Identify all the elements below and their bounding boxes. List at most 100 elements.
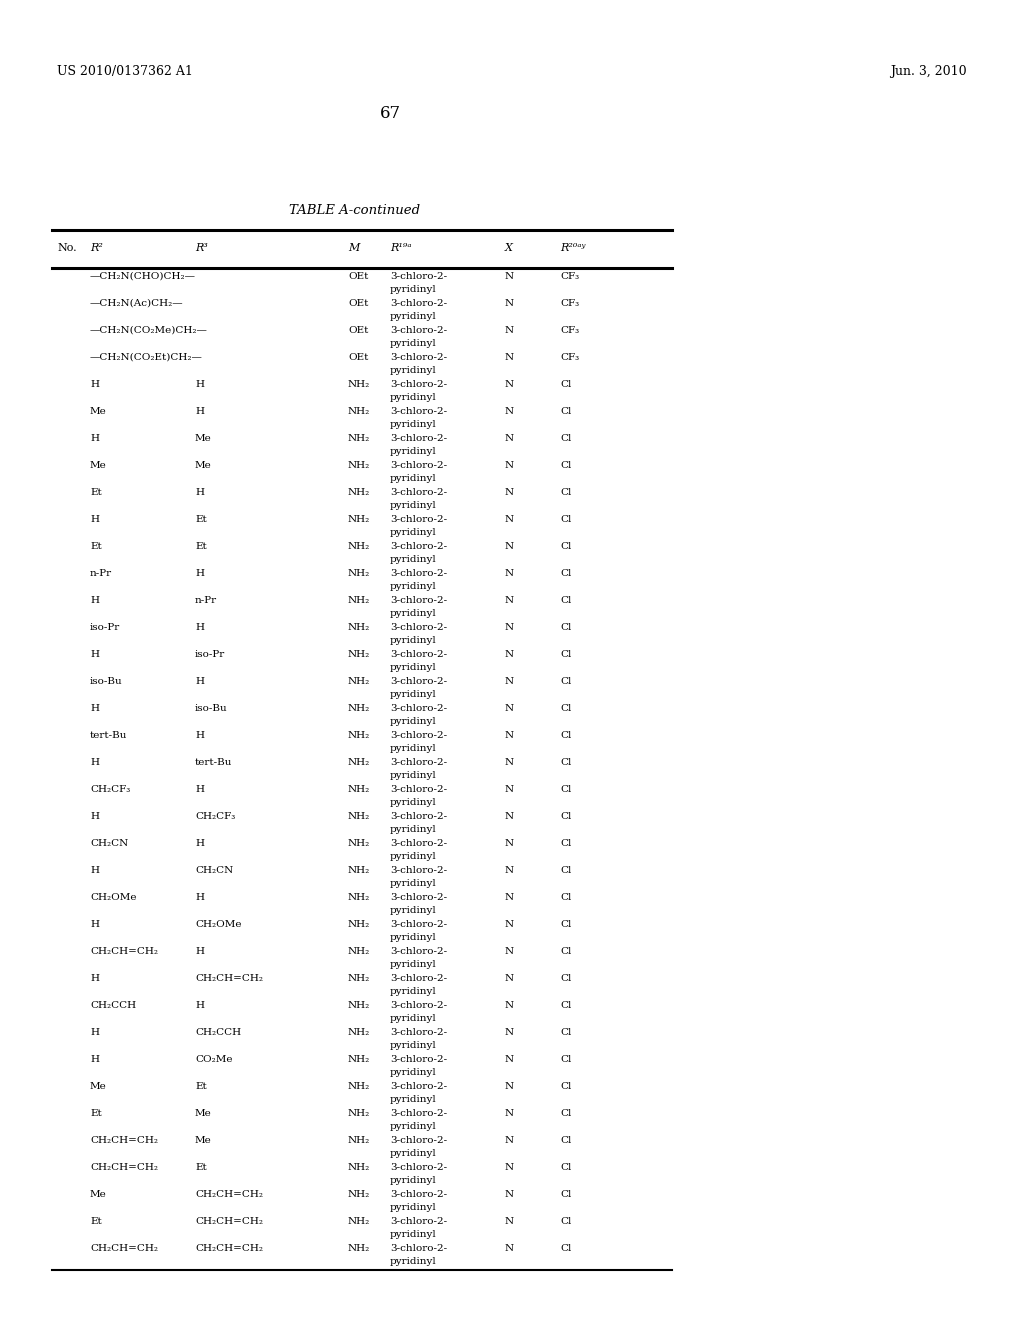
Text: OEt: OEt (348, 352, 369, 362)
Text: N: N (505, 1191, 514, 1199)
Text: H: H (90, 380, 99, 389)
Text: pyridinyl: pyridinyl (390, 1176, 437, 1185)
Text: N: N (505, 1055, 514, 1064)
Text: Me: Me (195, 434, 212, 444)
Text: H: H (90, 812, 99, 821)
Text: 3-chloro-2-: 3-chloro-2- (390, 326, 447, 335)
Text: N: N (505, 1137, 514, 1144)
Text: NH₂: NH₂ (348, 731, 371, 741)
Text: US 2010/0137362 A1: US 2010/0137362 A1 (57, 65, 193, 78)
Text: OEt: OEt (348, 272, 369, 281)
Text: N: N (505, 543, 514, 550)
Text: M: M (348, 243, 359, 253)
Text: Et: Et (90, 488, 101, 498)
Text: Cl: Cl (560, 920, 571, 929)
Text: CF₃: CF₃ (560, 272, 580, 281)
Text: 3-chloro-2-: 3-chloro-2- (390, 407, 447, 416)
Text: N: N (505, 380, 514, 389)
Text: pyridinyl: pyridinyl (390, 1148, 437, 1158)
Text: NH₂: NH₂ (348, 407, 371, 416)
Text: NH₂: NH₂ (348, 704, 371, 713)
Text: 3-chloro-2-: 3-chloro-2- (390, 488, 447, 498)
Text: pyridinyl: pyridinyl (390, 528, 437, 537)
Text: CH₂CH=CH₂: CH₂CH=CH₂ (195, 1243, 263, 1253)
Text: pyridinyl: pyridinyl (390, 366, 437, 375)
Text: H: H (195, 785, 204, 795)
Text: CH₂CH=CH₂: CH₂CH=CH₂ (195, 1217, 263, 1226)
Text: Cl: Cl (560, 1217, 571, 1226)
Text: H: H (90, 920, 99, 929)
Text: CH₂CCH: CH₂CCH (90, 1001, 136, 1010)
Text: pyridinyl: pyridinyl (390, 393, 437, 403)
Text: —CH₂N(CO₂Et)CH₂—: —CH₂N(CO₂Et)CH₂— (90, 352, 203, 362)
Text: Cl: Cl (560, 731, 571, 741)
Text: OEt: OEt (348, 300, 369, 308)
Text: NH₂: NH₂ (348, 1217, 371, 1226)
Text: CH₂CN: CH₂CN (195, 866, 233, 875)
Text: N: N (505, 677, 514, 686)
Text: pyridinyl: pyridinyl (390, 1041, 437, 1049)
Text: N: N (505, 1082, 514, 1092)
Text: H: H (90, 1055, 99, 1064)
Text: NH₂: NH₂ (348, 461, 371, 470)
Text: N: N (505, 407, 514, 416)
Text: X: X (505, 243, 513, 253)
Text: N: N (505, 866, 514, 875)
Text: Cl: Cl (560, 515, 571, 524)
Text: pyridinyl: pyridinyl (390, 906, 437, 915)
Text: NH₂: NH₂ (348, 569, 371, 578)
Text: Me: Me (195, 461, 212, 470)
Text: H: H (195, 1001, 204, 1010)
Text: CH₂OMe: CH₂OMe (195, 920, 242, 929)
Text: 67: 67 (380, 106, 400, 121)
Text: CO₂Me: CO₂Me (195, 1055, 232, 1064)
Text: Et: Et (90, 543, 101, 550)
Text: pyridinyl: pyridinyl (390, 744, 437, 752)
Text: tert-Bu: tert-Bu (90, 731, 127, 741)
Text: Jun. 3, 2010: Jun. 3, 2010 (891, 65, 967, 78)
Text: 3-chloro-2-: 3-chloro-2- (390, 677, 447, 686)
Text: Cl: Cl (560, 1191, 571, 1199)
Text: H: H (90, 974, 99, 983)
Text: N: N (505, 1028, 514, 1038)
Text: 3-chloro-2-: 3-chloro-2- (390, 380, 447, 389)
Text: N: N (505, 1243, 514, 1253)
Text: 3-chloro-2-: 3-chloro-2- (390, 649, 447, 659)
Text: 3-chloro-2-: 3-chloro-2- (390, 1028, 447, 1038)
Text: 3-chloro-2-: 3-chloro-2- (390, 866, 447, 875)
Text: iso-Bu: iso-Bu (195, 704, 227, 713)
Text: N: N (505, 894, 514, 902)
Text: Cl: Cl (560, 461, 571, 470)
Text: n-Pr: n-Pr (90, 569, 112, 578)
Text: 3-chloro-2-: 3-chloro-2- (390, 946, 447, 956)
Text: —CH₂N(CO₂Me)CH₂—: —CH₂N(CO₂Me)CH₂— (90, 326, 208, 335)
Text: pyridinyl: pyridinyl (390, 1230, 437, 1239)
Text: 3-chloro-2-: 3-chloro-2- (390, 758, 447, 767)
Text: CH₂CCH: CH₂CCH (195, 1028, 241, 1038)
Text: 3-chloro-2-: 3-chloro-2- (390, 974, 447, 983)
Text: 3-chloro-2-: 3-chloro-2- (390, 543, 447, 550)
Text: NH₂: NH₂ (348, 434, 371, 444)
Text: NH₂: NH₂ (348, 1191, 371, 1199)
Text: Et: Et (90, 1217, 101, 1226)
Text: CH₂CH=CH₂: CH₂CH=CH₂ (195, 974, 263, 983)
Text: N: N (505, 649, 514, 659)
Text: CH₂CN: CH₂CN (90, 840, 128, 847)
Text: Cl: Cl (560, 946, 571, 956)
Text: Cl: Cl (560, 894, 571, 902)
Text: R²⁰ᵃʸ: R²⁰ᵃʸ (560, 243, 586, 253)
Text: 3-chloro-2-: 3-chloro-2- (390, 352, 447, 362)
Text: Cl: Cl (560, 488, 571, 498)
Text: NH₂: NH₂ (348, 1055, 371, 1064)
Text: NH₂: NH₂ (348, 974, 371, 983)
Text: N: N (505, 1001, 514, 1010)
Text: CH₂OMe: CH₂OMe (90, 894, 136, 902)
Text: H: H (195, 380, 204, 389)
Text: Me: Me (195, 1109, 212, 1118)
Text: N: N (505, 569, 514, 578)
Text: Cl: Cl (560, 974, 571, 983)
Text: NH₂: NH₂ (348, 649, 371, 659)
Text: N: N (505, 597, 514, 605)
Text: N: N (505, 840, 514, 847)
Text: CH₂CH=CH₂: CH₂CH=CH₂ (90, 1243, 158, 1253)
